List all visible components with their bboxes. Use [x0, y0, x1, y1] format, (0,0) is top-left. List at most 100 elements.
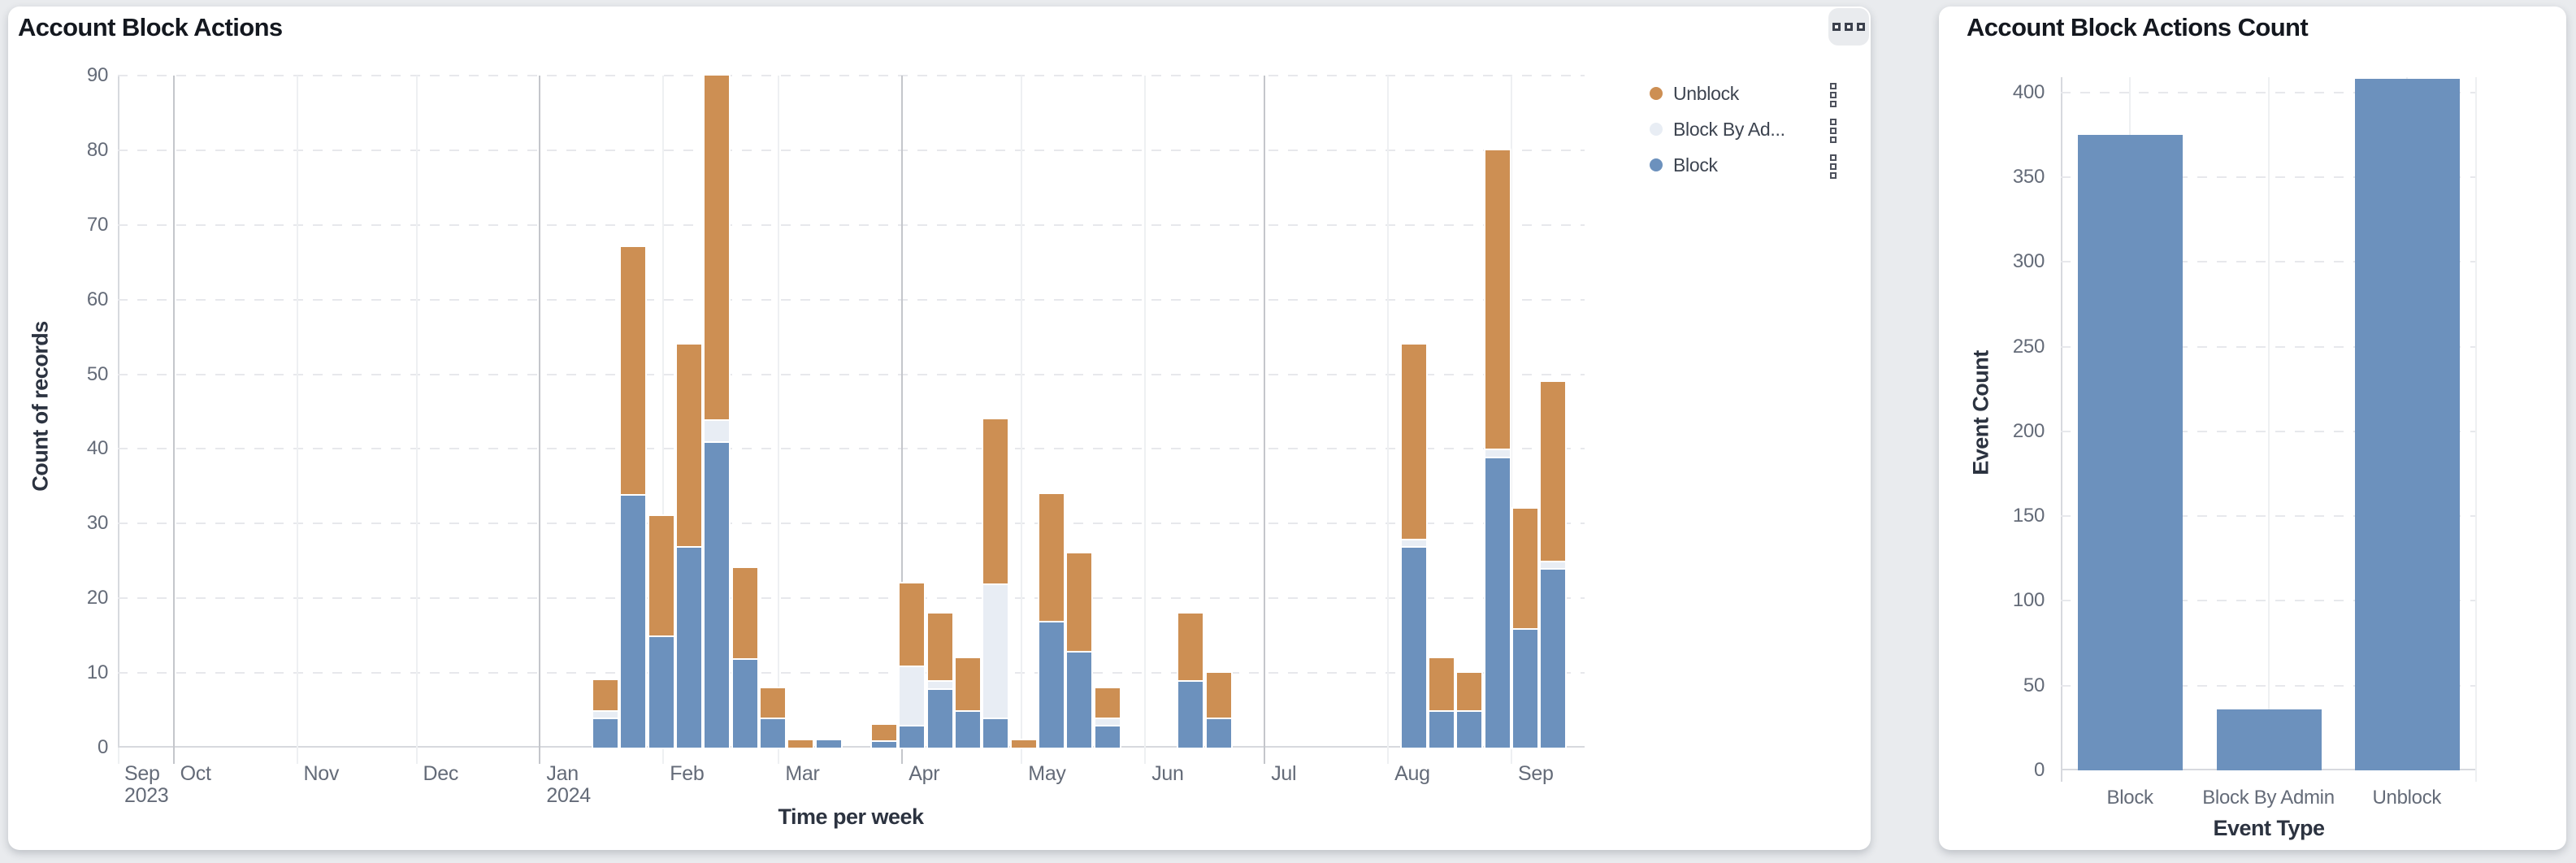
legend-item-block[interactable]: Block	[1650, 153, 1837, 179]
legend-label: Block By Ad...	[1673, 118, 1785, 140]
month-tick-label: Aug	[1394, 762, 1430, 785]
segment-block	[956, 710, 980, 748]
segment-block	[1485, 456, 1510, 748]
month-tick-label: Mar	[785, 762, 820, 785]
legend-menu-icon[interactable]	[1830, 119, 1837, 143]
legend-menu-icon[interactable]	[1830, 154, 1837, 179]
segment-block	[816, 739, 841, 748]
week-bar	[816, 76, 841, 748]
segment-unblock	[1485, 150, 1510, 449]
menu-square	[1830, 83, 1837, 89]
week-bar	[1429, 76, 1455, 748]
gridline-h	[118, 298, 1585, 301]
week-bar	[900, 76, 925, 748]
legend-menu-icon[interactable]	[1830, 83, 1837, 107]
category-tick-label: Unblock	[2372, 787, 2442, 809]
week-bar	[705, 76, 730, 748]
segment-block-by-admin	[1485, 449, 1510, 457]
y-tick-label: 150	[2012, 505, 2045, 527]
gridline-h	[118, 223, 1585, 226]
week-bar	[621, 76, 646, 748]
week-bar	[1039, 76, 1064, 748]
segment-unblock	[983, 418, 1008, 583]
week-bar	[677, 76, 701, 748]
week-bar	[1067, 76, 1092, 748]
month-gridline	[662, 76, 665, 764]
segment-block	[648, 635, 674, 748]
y-tick-label: 10	[86, 661, 108, 684]
segment-unblock	[956, 657, 980, 711]
three-squares-icon	[1857, 23, 1865, 31]
week-bar	[1178, 76, 1203, 748]
week-bar	[1401, 76, 1426, 748]
segment-unblock	[1095, 687, 1120, 718]
segment-block	[983, 718, 1008, 748]
segment-block	[1457, 710, 1482, 748]
menu-square	[1830, 154, 1837, 161]
segment-unblock	[593, 680, 618, 711]
bar-block	[2078, 134, 2184, 770]
segment-block	[1095, 725, 1120, 748]
month-tick-label: Apr	[909, 762, 940, 785]
legend-item-block_by_admin[interactable]: Block By Ad...	[1650, 117, 1837, 143]
menu-square	[1830, 172, 1837, 179]
category-tick-label: Block By Admin	[2202, 787, 2335, 809]
segment-block-by-admin	[705, 418, 730, 442]
segment-block	[677, 545, 701, 748]
month-tick-label: May	[1028, 762, 1066, 785]
y-tick-label: 60	[86, 288, 108, 310]
three-squares-icon	[1832, 23, 1841, 31]
month-gridline	[1021, 76, 1023, 764]
segment-unblock	[900, 583, 925, 666]
gridline-h	[118, 149, 1585, 151]
segment-block	[1401, 545, 1426, 748]
segment-unblock	[788, 739, 813, 748]
y-axis-line	[118, 76, 119, 748]
week-bar	[1513, 76, 1537, 748]
category-bar-plot	[2061, 77, 2477, 782]
segment-unblock	[1457, 673, 1482, 711]
menu-square	[1830, 128, 1837, 134]
x-axis-title: Time per week	[778, 804, 924, 829]
y-tick-label: 250	[2012, 335, 2045, 358]
menu-square	[1830, 163, 1837, 170]
month-gridline	[778, 76, 780, 764]
month-gridline	[296, 76, 298, 764]
segment-block	[1206, 718, 1231, 748]
week-bar	[1457, 76, 1482, 748]
segment-block	[1541, 568, 1566, 748]
stacked-bar-plot	[118, 75, 1585, 764]
quarter-gridline	[172, 76, 175, 764]
x-axis-title: Event Type	[2213, 816, 2325, 840]
month-tick-label: Jul	[1271, 762, 1297, 785]
week-bar	[1541, 76, 1566, 748]
segment-unblock	[1541, 381, 1566, 562]
week-bar	[648, 76, 674, 748]
segment-unblock	[1039, 493, 1064, 621]
segment-block	[593, 718, 618, 748]
segment-unblock	[872, 725, 897, 740]
gridline-h	[118, 523, 1585, 525]
year-tick-label: 2024	[546, 784, 591, 807]
card-menu-button[interactable]	[1828, 8, 1869, 46]
gridline-h	[118, 75, 1585, 77]
week-bar	[1206, 76, 1231, 748]
segment-block-by-admin	[1541, 561, 1566, 569]
plot-right-edge	[2475, 77, 2477, 782]
month-tick-label: Feb	[670, 762, 705, 785]
bar-unblock	[2354, 79, 2460, 770]
segment-unblock	[621, 247, 646, 494]
segment-unblock	[1429, 657, 1455, 711]
menu-square	[1830, 101, 1837, 107]
y-tick-label: 40	[86, 437, 108, 460]
gridline-h	[118, 672, 1585, 674]
y-tick-label: 300	[2012, 250, 2045, 273]
legend-label: Unblock	[1673, 82, 1739, 104]
y-axis-line	[2061, 77, 2062, 770]
y-tick-label: 50	[2023, 674, 2045, 696]
legend-item-unblock[interactable]: Unblock	[1650, 81, 1837, 107]
segment-unblock	[1206, 673, 1231, 718]
segment-block	[705, 441, 730, 748]
month-tick-label: Dec	[423, 762, 459, 785]
month-tick-label: Jun	[1151, 762, 1184, 785]
